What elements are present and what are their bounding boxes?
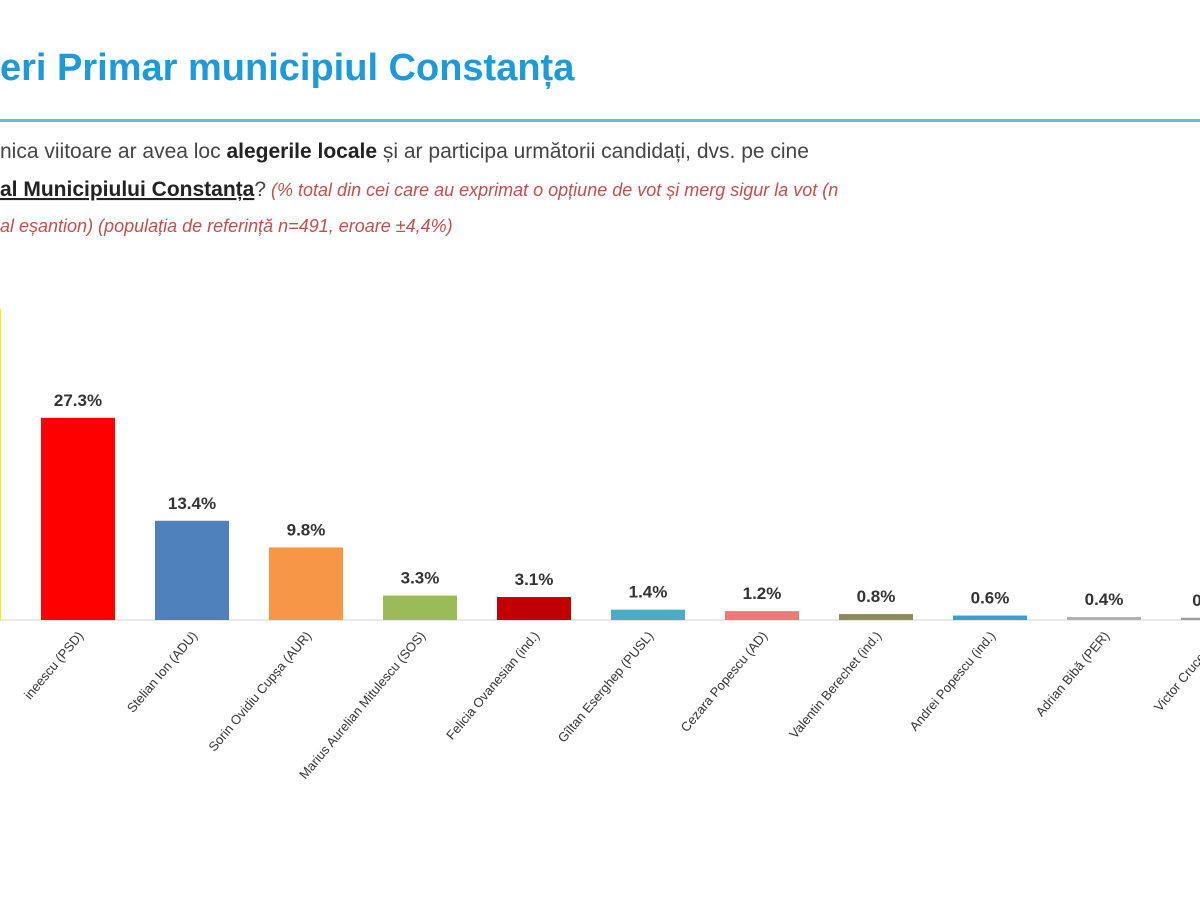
value-label: 1.4%: [629, 583, 668, 602]
bar: [839, 614, 913, 620]
value-label: 0.6%: [971, 589, 1010, 608]
question-note: (% total din cei care au exprimat o opți…: [266, 180, 838, 200]
x-tick-label: Sorin Ovidiu Cupșa (AUR): [205, 628, 314, 754]
x-tick-label: Gîltan Eserghep (PUSL): [555, 628, 657, 745]
bar: [155, 520, 229, 620]
bar: [1067, 617, 1141, 620]
question-line: al Municipiului Constanța? (% total din …: [0, 178, 838, 201]
bar: [0, 309, 1, 620]
bar: [41, 417, 115, 620]
question-line: nica viitoare ar avea loc alegerile loca…: [0, 140, 809, 163]
x-tick-label: Andrei Popescu (ind.): [906, 628, 998, 733]
question-text: și ar participa următorii candidați, dvs…: [377, 140, 809, 163]
bar: [497, 597, 571, 620]
x-tick-label: Marius Aurelian Mitulescu (SOS): [296, 628, 428, 782]
x-tick-label: Stelian Ion (ADU): [124, 628, 201, 715]
bar: [1181, 617, 1200, 620]
question-bold: al Municipiului Constanța: [0, 178, 255, 201]
value-label: 0.4%: [1085, 590, 1124, 609]
title-rule: [0, 119, 1200, 122]
value-label: 13.4%: [168, 494, 216, 513]
chart-title: eri Primar municipiul Constanța: [0, 47, 575, 89]
bar: [611, 609, 685, 620]
bar: [725, 611, 799, 620]
question-bold: alegerile locale: [226, 140, 377, 163]
value-label: 9.8%: [287, 520, 326, 539]
bar: [953, 615, 1027, 620]
value-label: 27.3%: [54, 391, 102, 410]
x-tick-label: Valentin Berechet (ind.): [786, 628, 884, 741]
question-note: al eșantion) (populația de referință n=4…: [0, 216, 453, 236]
x-tick-label: ineescu (PSD): [21, 628, 86, 702]
x-tick-label: Adrian Bibă (PER): [1033, 628, 1113, 719]
bar: [383, 595, 457, 620]
question-text: nica viitoare ar avea loc: [0, 140, 226, 163]
x-tick-label: Victor Cruceru (P: [1151, 628, 1200, 714]
bar: [269, 547, 343, 620]
value-label: 0: [1192, 591, 1200, 610]
value-label: 0.8%: [857, 587, 896, 606]
value-label: 1.2%: [743, 584, 782, 603]
value-label: 3.1%: [515, 570, 554, 589]
x-tick-label: Cezara Popescu (AD): [678, 628, 771, 735]
question-text: ?: [254, 178, 266, 201]
value-label: 3.3%: [401, 569, 440, 588]
x-tick-label: Felicia Ovanesian (ind.): [443, 628, 542, 742]
